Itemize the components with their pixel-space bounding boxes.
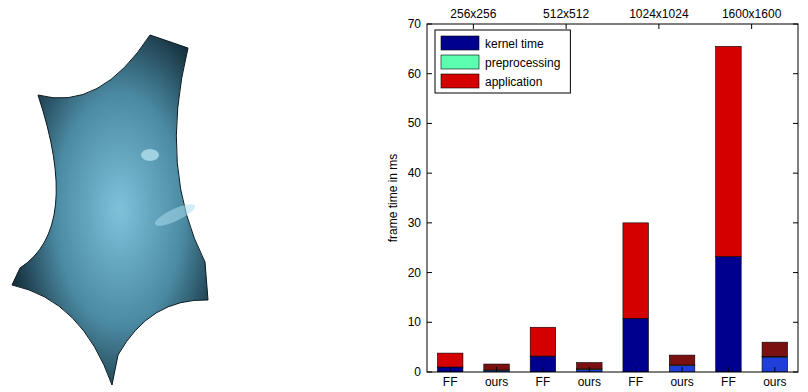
plot-frame — [427, 24, 798, 372]
x-tick — [496, 367, 497, 372]
bar-segment — [623, 318, 649, 372]
x-tick — [450, 367, 451, 372]
y-tick — [427, 24, 432, 25]
x-tick — [774, 367, 775, 372]
y-tick — [793, 73, 798, 74]
y-tick — [427, 372, 432, 373]
bar-segment — [669, 366, 695, 372]
y-tick-label: 0 — [414, 365, 421, 379]
surface-render — [12, 35, 208, 385]
y-tick-label: 30 — [408, 216, 422, 230]
x-tick — [682, 367, 683, 372]
y-tick-label: 40 — [408, 166, 422, 180]
legend-label: kernel time — [485, 37, 544, 51]
y-tick — [793, 222, 798, 223]
y-tick-label: 20 — [408, 266, 422, 280]
x-tick-label: FF — [628, 375, 643, 389]
y-tick — [427, 173, 432, 174]
y-tick — [427, 322, 432, 323]
x-tick — [589, 367, 590, 372]
x-tick — [542, 367, 543, 372]
legend-label: preprocessing — [485, 56, 560, 70]
y-tick — [427, 272, 432, 273]
y-tick — [793, 123, 798, 124]
legend-swatch — [441, 36, 479, 50]
bar-segment — [530, 356, 556, 372]
y-tick — [427, 222, 432, 223]
y-tick-label: 50 — [408, 116, 422, 130]
y-tick — [793, 322, 798, 323]
x-tick-label: FF — [443, 375, 458, 389]
group-label: 1024x1024 — [629, 7, 689, 21]
x-tick-label: ours — [763, 375, 786, 389]
group-label: 1600x1600 — [722, 7, 782, 21]
legend: kernel time preprocessing application — [435, 30, 570, 93]
top-tick — [566, 24, 567, 29]
y-tick — [793, 173, 798, 174]
x-tick — [635, 367, 636, 372]
legend-swatch — [441, 74, 479, 88]
legend-label: application — [485, 75, 542, 89]
legend-swatch — [441, 55, 479, 69]
bar-segment — [669, 355, 695, 365]
bar-segment — [530, 327, 556, 356]
y-tick — [793, 272, 798, 273]
bar-segment — [437, 353, 463, 367]
x-tick-label: FF — [536, 375, 551, 389]
bar-segment — [762, 357, 788, 372]
y-tick — [427, 123, 432, 124]
top-tick — [658, 24, 659, 29]
bar-segment — [623, 223, 649, 318]
y-tick — [793, 372, 798, 373]
bar-segment — [437, 367, 463, 372]
y-tick-label: 10 — [408, 315, 422, 329]
bar-segment — [762, 342, 788, 356]
y-tick — [793, 24, 798, 25]
legend-box — [435, 30, 570, 93]
x-tick-label: ours — [485, 375, 508, 389]
y-tick — [427, 73, 432, 74]
top-tick — [751, 24, 752, 29]
top-tick — [473, 24, 474, 29]
y-axis-title: frame time in ms — [386, 154, 400, 243]
y-tick-label: 60 — [408, 67, 422, 81]
bar-segment — [716, 257, 742, 372]
y-tick-label: 70 — [408, 17, 422, 31]
group-label: 512x512 — [543, 7, 589, 21]
bars — [437, 46, 787, 372]
group-label: 256x256 — [450, 7, 496, 21]
x-tick-label: ours — [670, 375, 693, 389]
highlight — [153, 200, 198, 229]
highlight — [141, 149, 159, 161]
bar-segment — [716, 46, 742, 256]
x-tick-label: ours — [578, 375, 601, 389]
x-tick-label: FF — [721, 375, 736, 389]
x-tick — [728, 367, 729, 372]
